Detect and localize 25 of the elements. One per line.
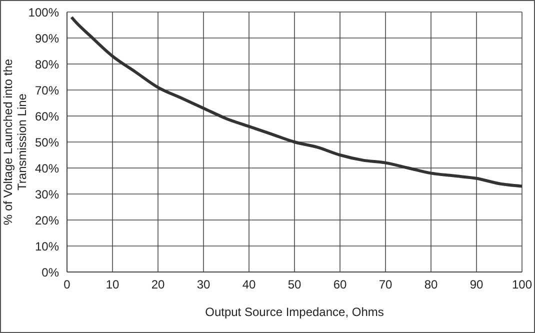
x-tick-label: 80 [424,278,438,292]
x-tick-label: 70 [378,278,392,292]
y-tick-label: 10% [34,239,60,254]
x-tick-label: 50 [288,278,302,292]
x-tick-label: 20 [151,278,165,292]
x-tick-label: 40 [242,278,256,292]
line-series [70,16,522,188]
y-tick-label: 0% [42,265,60,280]
x-axis-title: Output Source Impedance, Ohms [205,305,384,319]
y-tick-label: 40% [34,161,60,176]
x-tick-label: 100 [512,278,532,292]
y-axis-title: % of Voltage Launched into the Transmission Line [1,58,29,226]
x-tick-label: 30 [196,278,210,292]
y-tick-label: 80% [34,57,60,72]
y-tick-label: 60% [34,109,60,124]
y-tick-label: 30% [34,187,60,202]
x-tick-label: 60 [333,278,347,292]
x-tick-label: 90 [470,278,484,292]
x-tick-label: 0 [64,278,71,292]
y-tick-label: 50% [34,135,60,150]
y-tick-label: 70% [34,83,60,98]
y-tick-label: 100% [28,5,60,20]
y-tick-label: 20% [34,213,60,228]
y-tick-label: 90% [34,31,60,46]
x-tick-label: 10 [106,278,120,292]
